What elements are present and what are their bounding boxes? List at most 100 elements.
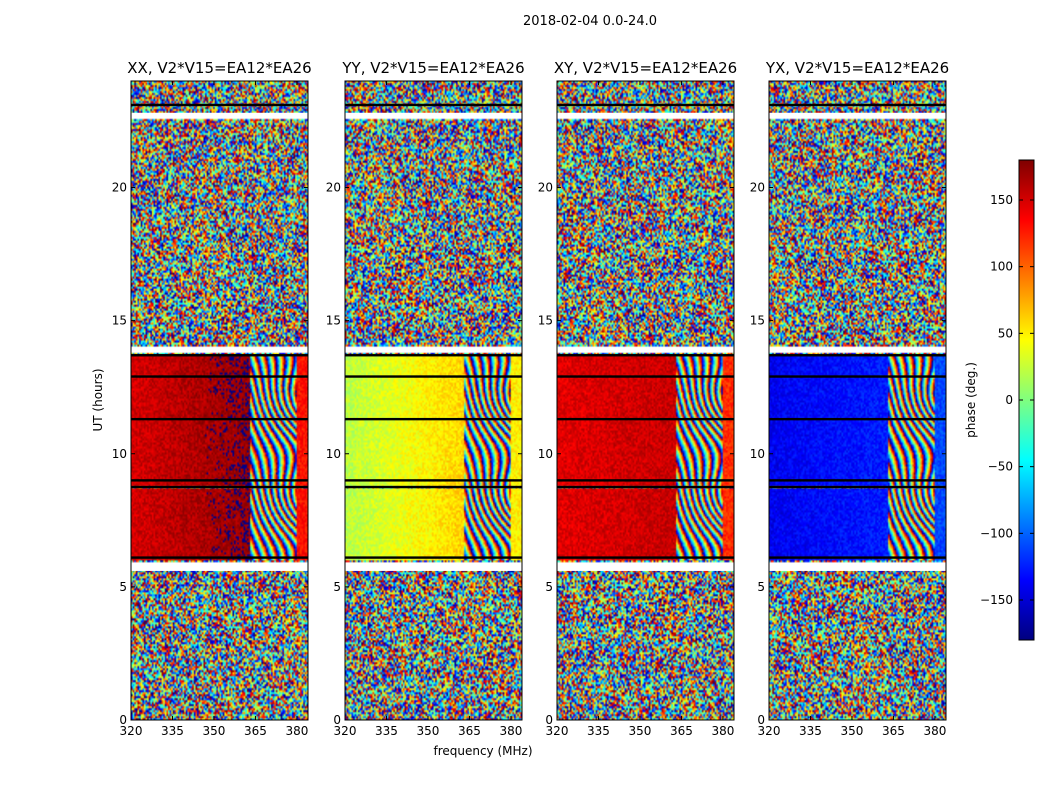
y-tick-label: 20 bbox=[750, 181, 765, 195]
gap-line bbox=[557, 354, 734, 357]
y-tick-label: 20 bbox=[112, 181, 127, 195]
x-tick-label: 320 bbox=[120, 724, 143, 738]
panel-4: 320 335 350 365 380 0 5 10 15 20 YX, V2*V15=EA12*E… bbox=[750, 59, 949, 738]
x-tick-label: 335 bbox=[375, 724, 398, 738]
x-tick-label: 320 bbox=[334, 724, 357, 738]
gap-line bbox=[557, 417, 734, 421]
y-tick-label: 15 bbox=[326, 314, 341, 328]
y-tick-label: 0 bbox=[757, 713, 765, 727]
gap-line bbox=[131, 556, 308, 559]
y-tick-label: 20 bbox=[538, 181, 553, 195]
gap-line bbox=[557, 479, 734, 482]
x-tick-label: 365 bbox=[244, 724, 267, 738]
colorbar-tick-label: −100 bbox=[980, 526, 1013, 540]
colorbar-tick-label: −150 bbox=[980, 593, 1013, 607]
gap-line bbox=[769, 354, 946, 357]
gap-line bbox=[345, 556, 522, 559]
flagged-strip bbox=[557, 347, 734, 353]
gap-line bbox=[769, 485, 946, 489]
gap-line bbox=[345, 479, 522, 482]
x-tick-label: 350 bbox=[841, 724, 864, 738]
flagged-strip bbox=[769, 562, 946, 571]
panel-title: YX, V2*V15=EA12*EA26 bbox=[765, 59, 949, 77]
gap-line bbox=[345, 103, 522, 107]
flagged-strip bbox=[345, 347, 522, 353]
x-tick-label: 380 bbox=[923, 724, 946, 738]
panel-title: XY, V2*V15=EA12*EA26 bbox=[554, 59, 737, 77]
panel-title: YY, V2*V15=EA12*EA26 bbox=[341, 59, 524, 77]
gap-line bbox=[769, 103, 946, 107]
y-tick-label: 5 bbox=[333, 580, 341, 594]
y-tick-label: 20 bbox=[326, 181, 341, 195]
y-tick-label: 0 bbox=[119, 713, 127, 727]
gap-line bbox=[769, 556, 946, 559]
gap-line bbox=[557, 556, 734, 559]
colorbar-tick-label: −50 bbox=[988, 460, 1013, 474]
gap-line bbox=[557, 103, 734, 107]
y-tick-label: 10 bbox=[112, 447, 127, 461]
y-tick-label: 10 bbox=[326, 447, 341, 461]
gap-line bbox=[131, 354, 308, 357]
y-tick-label: 5 bbox=[119, 580, 127, 594]
heatmap-field-3 bbox=[557, 81, 734, 720]
x-tick-label: 335 bbox=[161, 724, 184, 738]
panels-group: 320 335 350 365 380 0 5 10 15 20 XX, V2*V15=EA12*E… bbox=[112, 59, 949, 738]
flagged-strip bbox=[345, 562, 522, 571]
flagged-strip bbox=[131, 112, 308, 119]
gap-line bbox=[131, 375, 308, 378]
flagged-strip bbox=[345, 112, 522, 119]
flagged-strip bbox=[557, 562, 734, 571]
colorbar-tick-label: 100 bbox=[990, 260, 1013, 274]
gap-line bbox=[345, 375, 522, 378]
x-tick-label: 380 bbox=[499, 724, 522, 738]
x-tick-label: 380 bbox=[285, 724, 308, 738]
gap-line bbox=[557, 375, 734, 378]
y-axis-label: UT (hours) bbox=[91, 368, 105, 431]
y-tick-label: 0 bbox=[545, 713, 553, 727]
gap-line bbox=[345, 417, 522, 421]
x-tick-label: 320 bbox=[758, 724, 781, 738]
x-axis-label: frequency (MHz) bbox=[433, 744, 532, 758]
y-tick-label: 15 bbox=[112, 314, 127, 328]
axes-frame bbox=[130, 80, 309, 721]
colorbar-label: phase (deg.) bbox=[964, 362, 978, 438]
y-tick-label: 10 bbox=[538, 447, 553, 461]
axes-frame bbox=[344, 80, 523, 721]
y-tick-label: 0 bbox=[333, 713, 341, 727]
flagged-strip bbox=[131, 562, 308, 571]
x-tick-label: 365 bbox=[670, 724, 693, 738]
x-tick-label: 335 bbox=[587, 724, 610, 738]
heatmap-field-4 bbox=[769, 81, 946, 720]
colorbar: 150 100 50 0 −50 −100 −150 phase (deg.) bbox=[964, 159, 1035, 641]
x-tick-label: 350 bbox=[203, 724, 226, 738]
flagged-strip bbox=[557, 112, 734, 119]
y-tick-label: 15 bbox=[538, 314, 553, 328]
x-tick-label: 350 bbox=[417, 724, 440, 738]
heatmap-field-2 bbox=[345, 81, 522, 720]
heatmap-field-1 bbox=[131, 81, 308, 720]
y-tick-label: 15 bbox=[750, 314, 765, 328]
figure-suptitle: 2018-02-04 0.0-24.0 bbox=[523, 14, 657, 29]
panel-3: 320 335 350 365 380 0 5 10 15 20 XY, V2*V15=EA12*E… bbox=[538, 59, 737, 738]
y-tick-label: 10 bbox=[750, 447, 765, 461]
x-tick-label: 320 bbox=[546, 724, 569, 738]
panel-2: 320 335 350 365 380 0 5 10 15 20 YY, V2*V15=EA12*E… bbox=[326, 59, 525, 738]
axes-frame bbox=[556, 80, 735, 721]
gap-line bbox=[769, 417, 946, 421]
x-tick-label: 365 bbox=[458, 724, 481, 738]
gap-line bbox=[345, 485, 522, 489]
y-tick-label: 5 bbox=[757, 580, 765, 594]
x-tick-label: 335 bbox=[799, 724, 822, 738]
gap-line bbox=[131, 479, 308, 482]
panel-1: 320 335 350 365 380 0 5 10 15 20 XX, V2*V15=EA12*E… bbox=[112, 59, 312, 738]
x-tick-label: 380 bbox=[711, 724, 734, 738]
flagged-strip bbox=[769, 347, 946, 353]
colorbar-tick-label: 50 bbox=[998, 326, 1013, 340]
colorbar-tick-label: 0 bbox=[1005, 393, 1013, 407]
gap-line bbox=[769, 375, 946, 378]
flagged-strip bbox=[769, 112, 946, 119]
gap-line bbox=[769, 479, 946, 482]
x-tick-label: 350 bbox=[629, 724, 652, 738]
gap-line bbox=[557, 485, 734, 489]
